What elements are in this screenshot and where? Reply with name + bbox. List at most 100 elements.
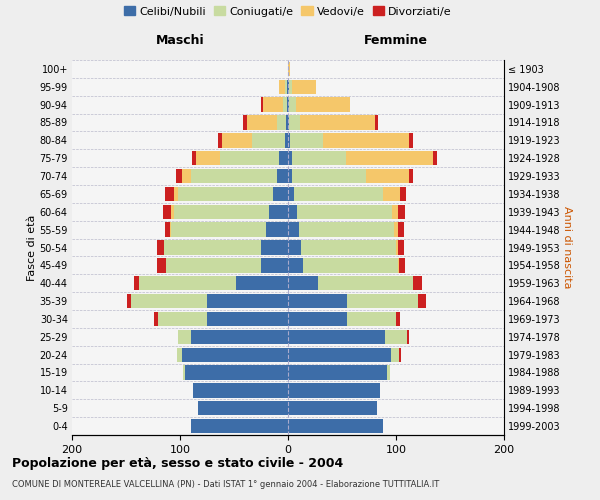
Bar bbox=[183, 366, 185, 380]
Bar bbox=[261, 98, 263, 112]
Bar bbox=[407, 330, 409, 344]
Bar bbox=[296, 204, 392, 219]
Bar bbox=[164, 240, 261, 254]
Bar bbox=[220, 151, 280, 166]
Bar bbox=[139, 276, 236, 290]
Bar bbox=[288, 169, 292, 183]
Bar bbox=[396, 240, 398, 254]
Bar bbox=[398, 222, 404, 237]
Bar bbox=[131, 294, 207, 308]
Bar bbox=[283, 98, 287, 112]
Bar bbox=[383, 187, 400, 201]
Bar bbox=[196, 151, 220, 166]
Bar bbox=[347, 294, 418, 308]
Bar bbox=[288, 240, 301, 254]
Bar bbox=[158, 312, 207, 326]
Bar bbox=[299, 222, 394, 237]
Bar bbox=[398, 240, 404, 254]
Bar bbox=[394, 222, 398, 237]
Bar bbox=[288, 62, 290, 76]
Bar bbox=[191, 330, 288, 344]
Bar bbox=[346, 151, 433, 166]
Bar bbox=[178, 330, 191, 344]
Bar bbox=[398, 204, 404, 219]
Bar bbox=[288, 330, 385, 344]
Bar bbox=[253, 133, 285, 148]
Bar bbox=[300, 116, 376, 130]
Bar bbox=[218, 133, 222, 148]
Bar bbox=[165, 187, 173, 201]
Bar bbox=[347, 312, 396, 326]
Bar bbox=[289, 80, 292, 94]
Bar bbox=[157, 240, 164, 254]
Bar bbox=[154, 312, 158, 326]
Bar bbox=[376, 116, 377, 130]
Bar bbox=[176, 169, 182, 183]
Bar bbox=[277, 169, 288, 183]
Bar bbox=[185, 366, 288, 380]
Bar bbox=[247, 116, 277, 130]
Bar bbox=[288, 151, 292, 166]
Bar bbox=[280, 151, 288, 166]
Bar bbox=[288, 366, 388, 380]
Bar bbox=[385, 330, 407, 344]
Bar bbox=[172, 204, 173, 219]
Bar bbox=[178, 187, 273, 201]
Bar bbox=[173, 187, 178, 201]
Bar bbox=[288, 419, 383, 433]
Bar bbox=[182, 348, 288, 362]
Bar bbox=[280, 80, 285, 94]
Bar bbox=[199, 401, 288, 415]
Bar bbox=[292, 169, 366, 183]
Bar bbox=[318, 276, 413, 290]
Bar bbox=[287, 98, 288, 112]
Bar bbox=[285, 80, 287, 94]
Bar bbox=[170, 222, 172, 237]
Bar bbox=[207, 294, 288, 308]
Bar bbox=[127, 294, 131, 308]
Bar bbox=[295, 187, 383, 201]
Bar bbox=[236, 276, 288, 290]
Bar bbox=[287, 80, 288, 94]
Y-axis label: Fasce di età: Fasce di età bbox=[26, 214, 37, 280]
Bar bbox=[290, 133, 323, 148]
Bar bbox=[288, 187, 295, 201]
Bar bbox=[392, 204, 398, 219]
Bar bbox=[207, 312, 288, 326]
Bar bbox=[288, 401, 377, 415]
Bar bbox=[288, 204, 296, 219]
Bar bbox=[177, 348, 182, 362]
Bar bbox=[288, 276, 318, 290]
Bar bbox=[242, 116, 247, 130]
Bar bbox=[409, 133, 413, 148]
Bar bbox=[273, 187, 288, 201]
Bar bbox=[288, 80, 289, 94]
Bar bbox=[269, 204, 288, 219]
Bar bbox=[366, 169, 409, 183]
Bar bbox=[396, 312, 400, 326]
Bar bbox=[286, 116, 288, 130]
Bar bbox=[409, 169, 413, 183]
Bar bbox=[261, 240, 288, 254]
Bar bbox=[277, 116, 286, 130]
Bar bbox=[296, 98, 350, 112]
Bar bbox=[418, 294, 426, 308]
Bar bbox=[192, 151, 196, 166]
Bar bbox=[433, 151, 437, 166]
Bar bbox=[222, 133, 253, 148]
Bar bbox=[288, 348, 391, 362]
Bar bbox=[398, 258, 399, 272]
Bar bbox=[182, 169, 191, 183]
Bar bbox=[157, 258, 166, 272]
Bar bbox=[388, 366, 389, 380]
Bar bbox=[399, 258, 404, 272]
Legend: Celibi/Nubili, Coniugati/e, Vedovi/e, Divorziati/e: Celibi/Nubili, Coniugati/e, Vedovi/e, Di… bbox=[120, 2, 456, 21]
Bar bbox=[400, 187, 406, 201]
Bar bbox=[289, 116, 300, 130]
Bar bbox=[301, 240, 396, 254]
Text: Maschi: Maschi bbox=[155, 34, 205, 48]
Bar bbox=[399, 348, 401, 362]
Bar bbox=[288, 133, 290, 148]
Text: Femmine: Femmine bbox=[364, 34, 428, 48]
Bar bbox=[323, 133, 409, 148]
